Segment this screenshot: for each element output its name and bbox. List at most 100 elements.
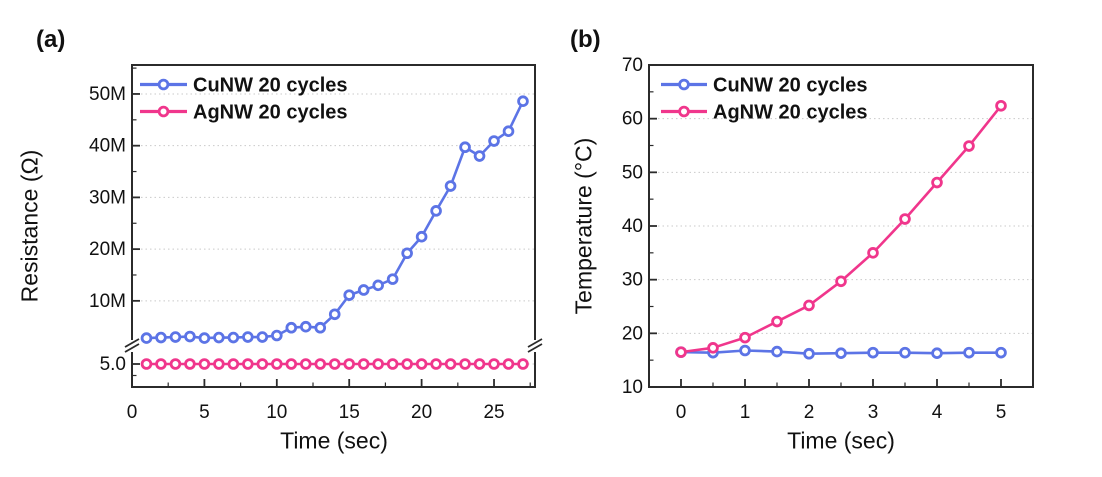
agnw-resistance-marker xyxy=(386,358,399,370)
panel-b-tag: (b) xyxy=(570,26,601,53)
agnw-resistance-marker xyxy=(242,358,254,370)
x-tick-label: 10 xyxy=(266,402,287,423)
panel-a-y-axis-title: Resistance (Ω) xyxy=(16,149,43,303)
cunw-resistance-marker xyxy=(401,247,413,260)
panel-a-tag: (a) xyxy=(36,26,66,53)
cunw-resistance-marker xyxy=(198,332,211,344)
cunw-resistance-marker xyxy=(213,331,225,344)
cunw-temperature-marker xyxy=(803,347,815,360)
plot-frame xyxy=(131,64,536,388)
x-tick-label: 25 xyxy=(483,402,504,423)
agnw-resistance-marker xyxy=(140,358,153,370)
y-tick-label: 10 xyxy=(622,377,643,398)
agnw-temperature-marker xyxy=(739,331,751,344)
cunw-resistance-line xyxy=(146,100,525,340)
agnw-resistance-marker xyxy=(444,358,457,370)
agnw-temperature-marker xyxy=(675,346,687,358)
x-tick-label: 5 xyxy=(199,402,210,423)
cunw-resistance-marker xyxy=(256,331,269,343)
cunw-resistance-marker xyxy=(299,320,312,333)
cunw-resistance-marker xyxy=(140,332,153,344)
x-tick-label: 15 xyxy=(339,402,360,423)
agnw-resistance-marker xyxy=(328,358,341,370)
panel-a-x-axis-title: Time (sec) xyxy=(280,427,388,454)
agnw-resistance-marker xyxy=(473,358,486,370)
agnw-temperature-marker xyxy=(835,275,847,288)
axis-break-slash xyxy=(124,338,140,348)
cunw-resistance-marker xyxy=(314,321,327,334)
axis-break-slash xyxy=(527,343,543,353)
y-tick-label: 30 xyxy=(622,270,643,291)
y-tick-label: 70 xyxy=(622,55,643,76)
agnw-resistance-marker xyxy=(343,358,356,370)
x-tick-label: 0 xyxy=(676,402,687,423)
cunw-resistance-marker xyxy=(386,273,399,285)
y-tick-label: 20 xyxy=(622,323,643,344)
cunw-resistance-marker xyxy=(328,308,341,321)
y-tick-label: 10M xyxy=(89,291,126,312)
cunw-resistance-marker xyxy=(343,289,356,301)
cunw-temperature-marker xyxy=(931,347,943,359)
legend-marker xyxy=(157,105,170,118)
legend-marker xyxy=(678,78,690,91)
y-tick-label: 50 xyxy=(622,162,643,183)
cunw-resistance-marker xyxy=(372,279,384,292)
agnw-resistance-marker xyxy=(401,358,413,370)
agnw-resistance-marker xyxy=(314,358,327,370)
agnw-temperature-marker xyxy=(867,247,879,259)
axis-break-gap xyxy=(129,340,135,352)
legend-label: AgNW 20 cycles xyxy=(193,102,348,124)
agnw-resistance-marker xyxy=(256,358,269,370)
agnw-resistance-marker xyxy=(169,358,182,370)
y-tick-label: 5.0 xyxy=(100,354,126,375)
legend-label: AgNW 20 cycles xyxy=(713,102,868,124)
agnw-resistance-marker xyxy=(213,358,225,370)
legend-label: CuNW 20 cycles xyxy=(193,75,348,97)
agnw-temperature-marker xyxy=(771,315,783,328)
cunw-resistance-marker xyxy=(169,331,182,343)
cunw-temperature-marker xyxy=(771,345,783,358)
agnw-resistance-marker xyxy=(517,358,529,370)
agnw-resistance-marker xyxy=(285,358,298,370)
axis-break-slash xyxy=(124,343,140,353)
y-tick-label: 50M xyxy=(89,84,126,105)
agnw-resistance-marker xyxy=(357,358,370,370)
agnw-resistance-marker xyxy=(415,358,428,370)
cunw-resistance-marker xyxy=(430,205,442,217)
y-tick-label: 20M xyxy=(89,239,126,260)
cunw-temperature-marker xyxy=(835,347,847,359)
agnw-resistance-marker xyxy=(198,358,211,370)
legend-label: CuNW 20 cycles xyxy=(713,75,868,97)
cunw-temperature-marker xyxy=(995,346,1007,359)
y-tick-label: 40M xyxy=(89,136,126,157)
agnw-resistance-marker xyxy=(488,358,500,370)
cunw-resistance-marker xyxy=(357,284,370,296)
cunw-temperature-marker xyxy=(963,346,975,359)
legend-marker xyxy=(157,78,170,91)
agnw-resistance-marker xyxy=(430,358,442,370)
agnw-temperature-marker xyxy=(931,176,943,189)
agnw-resistance-marker xyxy=(502,358,515,370)
cunw-temperature-marker xyxy=(739,344,751,357)
x-tick-label: 1 xyxy=(740,402,751,423)
cunw-resistance-marker xyxy=(285,321,298,334)
axis-break-slash xyxy=(527,338,543,348)
panel-b-x-axis-title: Time (sec) xyxy=(787,427,895,454)
legend-marker xyxy=(678,105,690,118)
panel-b-y-axis-title: Temperature (°C) xyxy=(570,137,597,315)
y-tick-label: 60 xyxy=(622,109,643,130)
y-tick-label: 30M xyxy=(89,187,126,208)
cunw-resistance-marker xyxy=(488,135,500,147)
agnw-resistance-marker xyxy=(155,358,167,370)
agnw-resistance-marker xyxy=(372,358,384,370)
x-tick-label: 3 xyxy=(868,402,879,423)
cunw-resistance-marker xyxy=(242,331,254,343)
agnw-temperature-marker xyxy=(899,213,911,225)
cunw-temperature-marker xyxy=(899,346,911,359)
agnw-resistance-marker xyxy=(184,358,196,370)
cunw-resistance-marker xyxy=(184,330,196,343)
cunw-resistance-marker xyxy=(155,331,167,344)
axis-break-gap xyxy=(532,340,538,352)
